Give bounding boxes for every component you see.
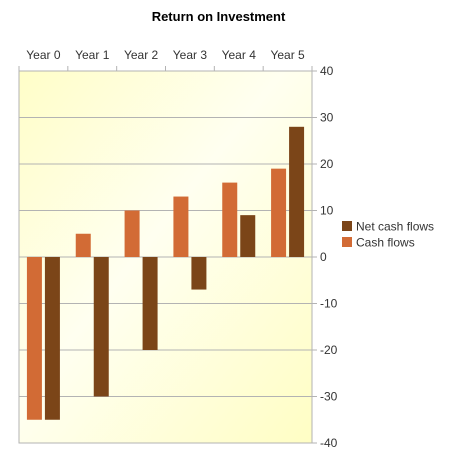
x-tick-label: Year 0 (26, 48, 61, 62)
bar-net-cash-flows-year-2 (142, 257, 158, 350)
legend: Net cash flows Cash flows (342, 220, 434, 250)
y-tick-label: -40 (320, 436, 338, 450)
y-tick-label: 0 (320, 250, 327, 264)
bar-cash-flows-year-5 (271, 168, 287, 257)
grid-lines (19, 70, 312, 444)
x-tick-label: Year 5 (270, 48, 305, 62)
x-tick-label: Year 1 (75, 48, 110, 62)
bar-cash-flows-year-4 (222, 182, 238, 257)
legend-label: Cash flows (356, 236, 415, 250)
bar-net-cash-flows-year-4 (240, 215, 256, 257)
bar-cash-flows-year-2 (124, 210, 140, 257)
y-tick-label: 30 (320, 111, 334, 125)
axes-group: 40 30 20 10 0 -10 -20 -30 -40 Year 0 Year 1 Year 2 Y… (18, 48, 338, 450)
bars-group (26, 126, 305, 420)
legend-swatch (342, 221, 352, 231)
x-tick-label: Year 3 (173, 48, 208, 62)
y-tick-label: -30 (320, 390, 338, 404)
bar-net-cash-flows-year-5 (289, 126, 305, 257)
x-tick-label: Year 2 (124, 48, 159, 62)
chart-title: Return on Investment (151, 9, 286, 24)
y-tick-label: -10 (320, 297, 338, 311)
y-tick-label: 40 (320, 64, 334, 78)
legend-label: Net cash flows (356, 220, 434, 234)
y-tick-label: 10 (320, 204, 334, 218)
bar-net-cash-flows-year-0 (44, 257, 60, 420)
y-tick-label: 20 (320, 157, 334, 171)
legend-swatch (342, 237, 352, 247)
bar-cash-flows-year-3 (173, 196, 189, 257)
bar-cash-flows-year-1 (75, 233, 91, 257)
bar-net-cash-flows-year-1 (93, 257, 109, 397)
bar-cash-flows-year-0 (26, 257, 42, 420)
bar-net-cash-flows-year-3 (191, 257, 207, 290)
y-tick-label: -20 (320, 343, 338, 357)
x-tick-label: Year 4 (222, 48, 257, 62)
